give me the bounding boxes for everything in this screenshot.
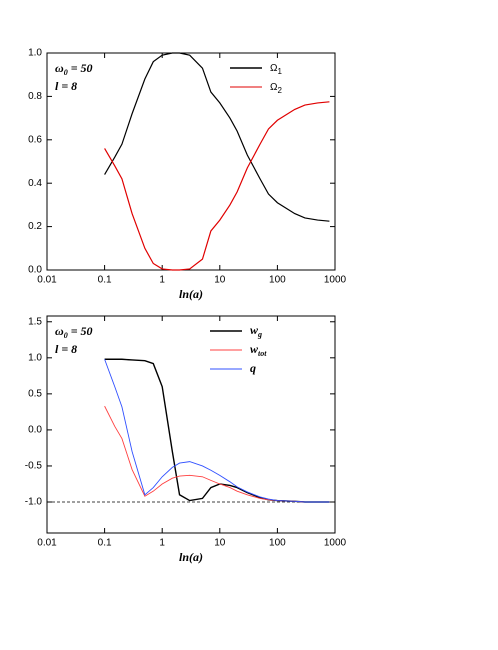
x-tick-label: 100 [269, 275, 286, 286]
y-tick-label: 0.0 [28, 425, 42, 436]
legend-label: wtot [250, 342, 267, 358]
y-tick-label: 0.0 [28, 265, 42, 276]
annotation: ω0 = 50 [55, 61, 93, 77]
text-rest: = 50 [68, 324, 93, 338]
text-subscript: 1 [277, 67, 282, 76]
x-axis-label: ln(a) [179, 287, 203, 301]
x-tick-label: 10 [214, 538, 226, 549]
y-tick-label: 1.0 [28, 352, 42, 363]
x-tick-label: 0.01 [37, 538, 57, 549]
text-subscript: 0 [64, 68, 68, 77]
x-tick-label: 100 [269, 538, 286, 549]
annotation: l = 8 [55, 342, 77, 356]
plot-frame [46, 315, 336, 534]
x-tick-label: 1 [159, 275, 165, 286]
x-tick-label: 1000 [324, 538, 347, 549]
y-tick-label: 1.5 [28, 316, 42, 327]
y-tick-label: 0.2 [28, 221, 42, 232]
y-tick-label: -0.5 [25, 461, 43, 472]
text-subscript: 2 [277, 86, 282, 95]
y-tick-label: 0.6 [28, 134, 42, 145]
data-line [104, 358, 330, 503]
data-line [104, 101, 330, 271]
x-tick-label: 10 [214, 275, 226, 286]
text-main: ω [55, 61, 64, 75]
y-tick-label: 0.8 [28, 91, 42, 102]
text-main: w [250, 323, 259, 337]
legend-label: Ω2 [270, 82, 282, 95]
x-tick-label: 1000 [324, 275, 347, 286]
x-tick-label: 1 [159, 538, 165, 549]
y-tick-label: 1.0 [28, 48, 42, 59]
legend-label: wg [250, 323, 262, 339]
y-tick-label: 0.4 [28, 178, 42, 189]
data-line [104, 359, 330, 503]
x-tick-label: 0.1 [98, 275, 112, 286]
text-subscript: g [257, 330, 262, 339]
text-main: ω [55, 324, 64, 338]
data-line [104, 52, 330, 222]
annotation: l = 8 [55, 79, 77, 93]
text-main: Ω [270, 63, 278, 74]
data-line [104, 405, 330, 503]
x-tick-label: 0.01 [37, 275, 57, 286]
text-subscript: tot [258, 349, 267, 358]
x-axis-label: ln(a) [179, 550, 203, 564]
x-tick-label: 0.1 [98, 538, 112, 549]
legend-label: q [250, 361, 256, 375]
text-main: Ω [270, 82, 278, 93]
y-tick-label: -1.0 [25, 497, 43, 508]
plot-frame [46, 52, 336, 271]
y-tick-label: 0.5 [28, 389, 42, 400]
text-main: w [250, 342, 259, 356]
annotation: ω0 = 50 [55, 324, 93, 340]
text-subscript: 0 [64, 331, 68, 340]
text-rest: = 50 [68, 61, 93, 75]
legend-label: Ω1 [270, 63, 282, 76]
